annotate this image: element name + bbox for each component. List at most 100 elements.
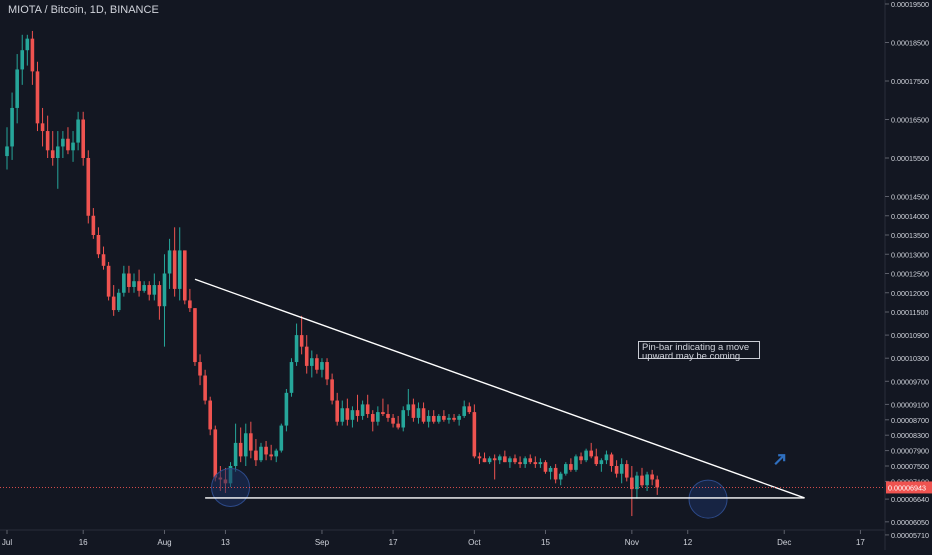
candle [45,115,50,158]
candle-body [391,417,395,424]
candle-body [122,273,126,293]
candle-body [645,474,649,486]
candle-body [518,462,522,465]
candle [243,423,248,466]
candle [457,414,461,426]
candle [61,131,65,158]
candle-body [640,475,644,486]
candle [50,131,55,166]
x-tick-label: 16 [79,538,88,547]
candle-body [284,392,289,426]
candle-body [147,285,152,295]
candle-body [274,450,279,457]
candle-body [132,281,136,287]
candle [299,315,304,355]
candle [137,269,141,297]
candle [172,227,177,297]
candle-body [609,454,614,466]
candle-body [162,273,167,307]
candle [564,462,568,476]
candle [25,34,30,66]
candle [396,415,400,430]
y-tick-label: 0.00019500 [891,0,929,9]
candle [370,410,375,432]
candle [259,442,263,463]
candle-body [137,281,141,291]
candle-body [416,408,421,418]
candle-body [431,415,436,422]
candle-body [584,450,588,461]
up-arrow-icon[interactable] [774,454,786,466]
candle-body [624,464,629,478]
candle [482,452,487,463]
candle [238,427,243,463]
candle-body [381,412,385,415]
candle-body [61,138,65,147]
candle [177,227,182,301]
candle-body [335,400,339,422]
candle-body [482,458,487,463]
candle [325,358,329,386]
annotation-note[interactable]: Pin-bar indicating a move upward may be … [638,341,760,361]
candle [558,471,563,486]
candle [442,410,446,422]
candle-body [579,456,583,461]
candle [167,238,172,289]
candle [340,400,345,426]
candle-body [198,362,202,376]
y-tick-label: 0.00014000 [891,212,929,221]
x-axis: Jul 16 Aug 13 Sep 17 Oct 15 Nov 12 Dec 17 [2,530,865,547]
candle-body [233,442,238,466]
y-tick-label: 0.00009700 [891,377,929,386]
candle-body [238,442,243,457]
candle [630,466,634,517]
candle-body [167,250,172,274]
candle-body [40,123,45,132]
candle [477,452,482,465]
candle [492,454,497,480]
candle [538,458,543,468]
candle-body [157,285,162,307]
candle-body [340,408,345,422]
x-tick-label: 17 [856,538,865,547]
candle [411,398,416,422]
candle [289,358,294,397]
candle-body [254,450,258,461]
candle [594,448,599,466]
descending-trendline[interactable] [194,278,805,499]
candle-body [370,414,375,422]
candle-body [447,417,451,420]
candle-body [497,456,502,461]
annotation-line-1: Pin-bar indicating a move [642,342,750,353]
highlight-circle[interactable] [688,479,728,519]
candle [528,454,533,465]
y-tick-label: 0.00016500 [891,116,929,125]
candle [208,396,212,436]
candle-body [533,462,538,465]
candle-body [330,379,334,401]
candle-body [106,265,111,297]
candle-body [208,400,212,430]
candle [157,281,162,320]
candle-body [20,50,25,70]
candle [5,127,9,170]
candle-body [81,119,85,158]
y-tick-label: 0.00018500 [891,39,929,48]
candle [523,456,527,468]
candle [35,61,40,132]
candle [203,369,207,405]
y-tick-label: 0.00007900 [891,447,929,456]
candle-body [523,458,527,465]
candle-body [35,71,40,124]
candle-body [177,250,182,289]
candle [553,464,558,484]
y-tick-label: 0.00013000 [891,250,929,259]
candle-body [269,454,273,457]
candle-body [50,150,55,158]
candle-body [172,250,177,289]
candle-body [569,464,573,470]
candle-body [66,138,70,151]
candle-body [10,107,14,147]
